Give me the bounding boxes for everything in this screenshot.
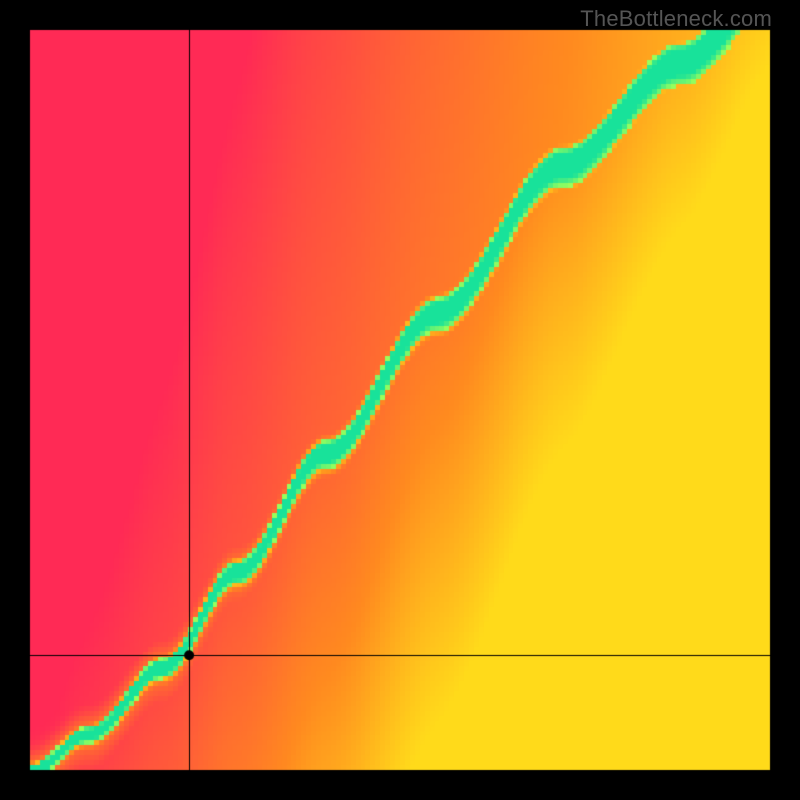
chart-container: TheBottleneck.com — [0, 0, 800, 800]
bottleneck-heatmap — [0, 0, 800, 800]
watermark-text: TheBottleneck.com — [580, 6, 772, 32]
